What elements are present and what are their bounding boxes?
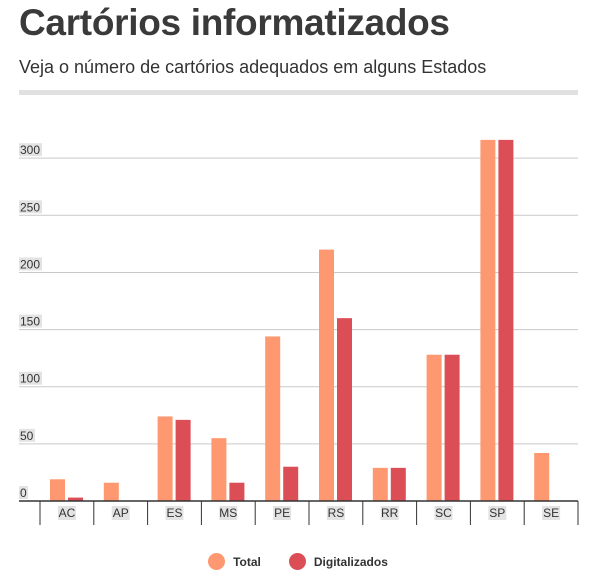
x-tick-label-bg [488,506,507,520]
x-tick-label-bg [111,506,130,520]
y-tick-label-bg [19,257,42,271]
x-axis-tick-labels: AC AP ES MS PE RS RR SC SP SE [57,506,561,520]
title-divider [19,90,578,95]
y-tick-label-bg [19,314,42,328]
bar-rr-total[interactable] [372,467,388,501]
legend-swatch-total [208,553,226,570]
x-tick-label-sp: SP [489,506,505,520]
x-tick-label-es: ES [166,506,182,520]
bar-sc-total[interactable] [426,354,442,501]
bars [50,139,550,502]
x-tick-label-ms: MS [219,506,237,520]
y-tick-label-0: 0 [20,486,27,500]
bar-rr-digitalizados[interactable] [390,467,406,501]
bar-es-digitalizados[interactable] [175,419,191,501]
y-tick-label-bg [19,200,42,214]
bar-es-total[interactable] [157,416,173,501]
x-tick-label-bg [434,506,453,520]
bar-ms-total[interactable] [211,438,227,501]
y-tick-label-bg [19,143,42,157]
y-tick-label-100: 100 [20,372,40,386]
bar-pe-digitalizados[interactable] [283,466,299,501]
x-tick-label-rr: RR [381,506,399,520]
legend-item-digitalizados[interactable]: Digitalizados [288,553,388,570]
bar-rs-total[interactable] [319,249,334,501]
bar-sp-total[interactable] [480,139,496,502]
y-tick-label-250: 250 [20,200,40,214]
chart-title: Cartórios informatizados [19,2,450,43]
y-tick-label-50: 50 [20,429,34,443]
x-tick-label-se: SE [543,506,559,520]
legend: Total Digitalizados [0,553,596,570]
x-tick-label-bg [542,506,561,520]
legend-item-total[interactable]: Total [208,553,261,570]
bar-chart: 0 50 100 150 200 250 300 AC AP ES MS PE RS RR SC SP SE [19,139,579,525]
x-tick-label-pe: PE [274,506,290,520]
bar-rs-digitalizados[interactable] [337,318,352,501]
x-tick-label-bg [57,506,76,520]
bar-ms-digitalizados[interactable] [229,482,245,501]
y-tick-label-bg [19,486,28,499]
x-tick-label-rs: RS [328,506,345,520]
legend-swatch-digitalizados [288,553,306,570]
y-tick-label-bg [19,428,35,442]
legend-label-digitalizados: Digitalizados [313,554,388,569]
bar-sp-digitalizados[interactable] [498,139,514,502]
y-tick-label-200: 200 [20,257,40,271]
y-tick-label-bg [19,371,42,385]
bar-ac-total[interactable] [50,479,65,501]
legend-label-total: Total [233,554,261,569]
bar-sc-digitalizados[interactable] [444,354,460,501]
x-tick-label-ap: AP [113,506,129,520]
y-tick-label-300: 300 [20,143,40,157]
bar-ap-total[interactable] [103,482,119,501]
bar-ac-digitalizados[interactable] [68,497,83,501]
x-tick-label-bg [219,506,238,520]
y-axis-tick-labels: 0 50 100 150 200 250 300 [19,143,42,500]
x-tick-label-bg [326,506,345,520]
x-tick-label-bg [273,506,292,520]
chart-subtitle: Veja o número de cartórios adequados em … [19,57,487,77]
x-tick-label-bg [380,506,399,520]
bar-pe-total[interactable] [265,336,281,501]
y-tick-label-150: 150 [20,315,40,329]
x-axis [19,500,579,525]
x-tick-label-ac: AC [59,506,76,520]
x-tick-label-bg [165,506,184,520]
bar-se-total[interactable] [534,453,550,501]
x-tick-label-sc: SC [435,506,452,520]
